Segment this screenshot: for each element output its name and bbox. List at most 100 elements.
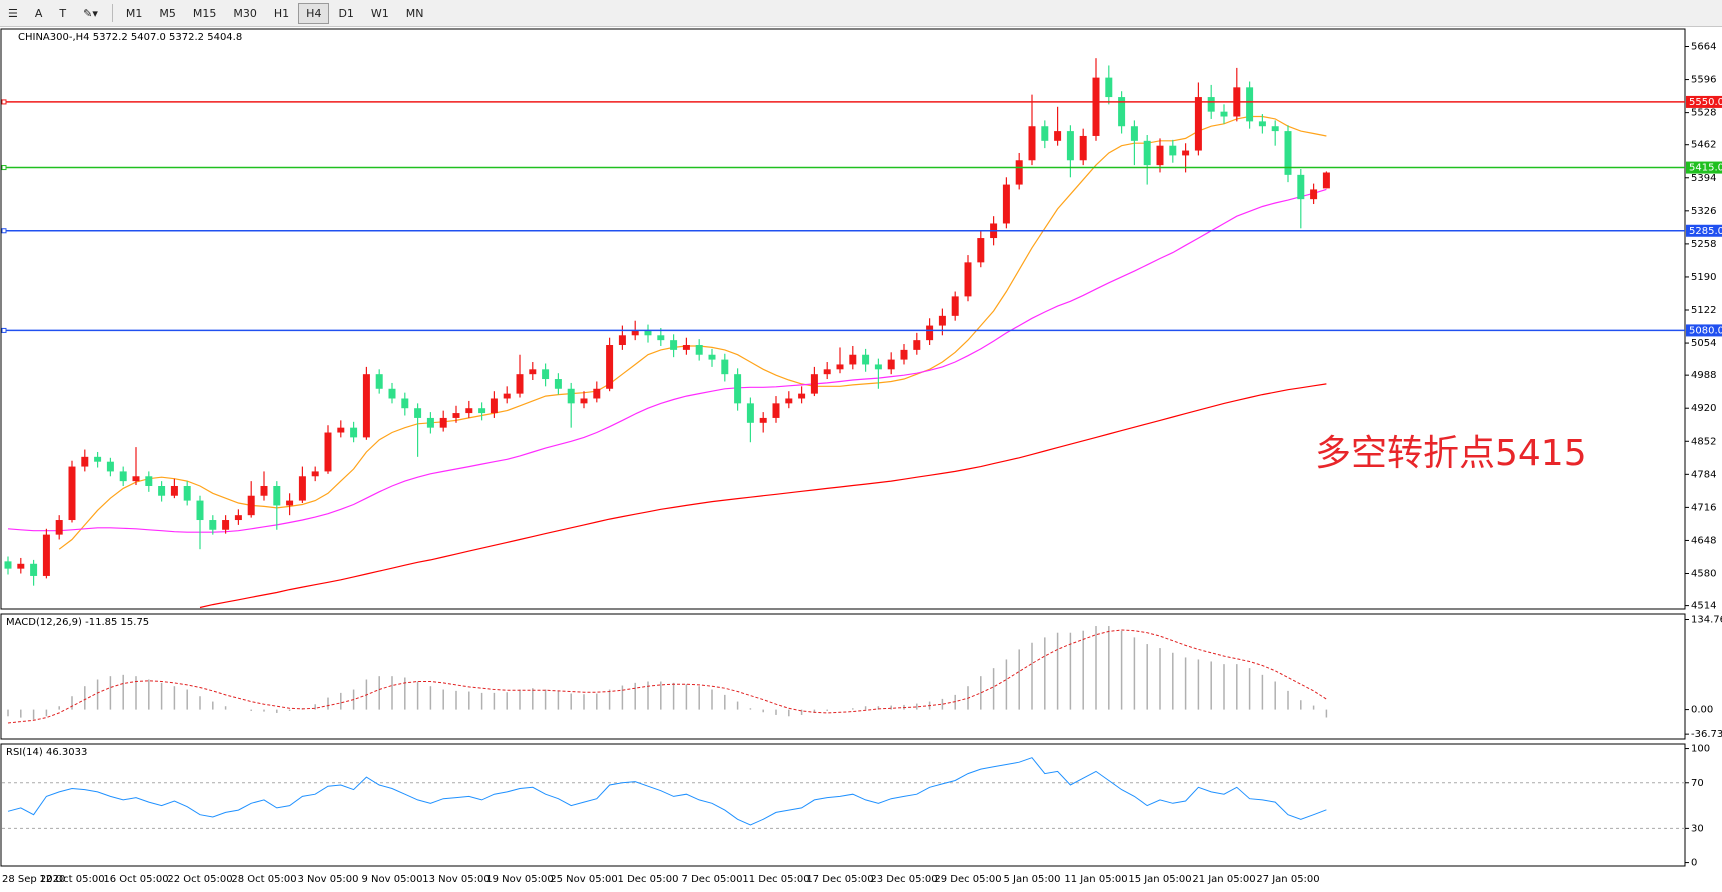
x-tick-label: 22 Oct 05:00 <box>167 874 232 885</box>
candle-body <box>1297 174 1305 200</box>
candle-body <box>1002 184 1010 224</box>
candle-body <box>580 398 588 404</box>
toolbar: ☰ A T ✎▾ M1 M5 M15 M30 H1 H4 D1 W1 MN <box>0 0 1722 27</box>
candle-body <box>1207 97 1215 112</box>
x-tick-label: 11 Jan 05:00 <box>1064 874 1127 885</box>
candle-body <box>503 393 511 399</box>
candle-body <box>55 520 63 535</box>
candle-body <box>324 432 332 472</box>
candle-body <box>644 330 652 336</box>
label-tool[interactable]: T <box>59 6 67 20</box>
y-tick-label: 5528 <box>1691 108 1716 119</box>
candle-body <box>1028 126 1036 161</box>
y-tick-label: 5664 <box>1691 42 1716 53</box>
candle-body <box>721 359 729 375</box>
candle-body <box>170 485 178 496</box>
candle-body <box>708 354 716 360</box>
candle-body <box>145 476 153 486</box>
x-tick-label: 11 Dec 05:00 <box>742 874 809 885</box>
candle-body <box>1182 150 1190 156</box>
candle-body <box>542 369 550 380</box>
candle-body <box>4 561 12 569</box>
candle-body <box>1130 126 1138 141</box>
macd-signal <box>7 629 1327 724</box>
candle-body <box>452 413 460 418</box>
level-label: 5285.0 <box>1689 226 1722 237</box>
rsi-line <box>7 757 1327 826</box>
candle-body <box>900 349 908 360</box>
candle-body <box>1194 97 1202 151</box>
candle-body <box>362 374 370 438</box>
timeframe-button[interactable]: H4 <box>298 2 330 24</box>
candle-body <box>119 471 127 482</box>
y-tick-label: 30 <box>1691 823 1704 834</box>
candle-body <box>426 417 434 428</box>
candle-body <box>606 345 614 389</box>
candle-body <box>414 408 422 418</box>
timeframe-button[interactable]: M30 <box>233 6 257 20</box>
chart: CHINA300-,H4 5372.2 5407.0 5372.2 5404.8… <box>0 28 1722 885</box>
candle-body <box>951 296 959 316</box>
y-tick-label: 4514 <box>1691 601 1716 612</box>
candle-body <box>30 563 38 576</box>
candle-body <box>554 379 562 389</box>
x-tick-label: 27 Jan 05:00 <box>1256 874 1319 885</box>
timeframe-button[interactable]: W1 <box>370 6 389 20</box>
candle-body <box>1118 97 1126 127</box>
candle-body <box>1156 145 1164 166</box>
arrow-tool[interactable]: ✎▾ <box>83 6 98 20</box>
candle-body <box>1322 172 1330 189</box>
x-tick-label: 29 Dec 05:00 <box>934 874 1001 885</box>
timeframe-button[interactable]: MN <box>405 6 424 20</box>
candle-body <box>1041 126 1049 141</box>
candle-body <box>1271 126 1279 132</box>
candle-body <box>1015 160 1023 185</box>
x-tick-label: 25 Nov 05:00 <box>550 874 617 885</box>
timeframe-button[interactable]: M5 <box>159 6 176 20</box>
level-label: 5550.0 <box>1689 97 1722 108</box>
candle-body <box>657 335 665 341</box>
x-tick-label: 28 Oct 05:00 <box>231 874 296 885</box>
candle-body <box>273 485 281 506</box>
timeframe-button[interactable]: M15 <box>192 6 217 20</box>
level-badge <box>1686 95 1722 108</box>
candle-body <box>938 315 946 326</box>
candle-body <box>823 369 831 375</box>
rsi-pane <box>0 743 1686 867</box>
timeframe-button[interactable]: H1 <box>273 6 290 20</box>
y-tick-label: -36.73 <box>1691 729 1722 740</box>
annotation: 多空转折点5415 <box>1315 433 1587 474</box>
level-badge <box>1686 161 1722 174</box>
moving-average <box>199 383 1327 609</box>
candle-body <box>1143 140 1151 166</box>
candle-body <box>1220 111 1228 117</box>
level-handle <box>1 228 7 234</box>
moving-average <box>7 188 1327 533</box>
y-tick-label: 0.00 <box>1691 705 1713 716</box>
candle-body <box>350 427 358 438</box>
tool-icon[interactable]: ☰ <box>8 6 18 20</box>
candle-body <box>913 340 921 350</box>
candle-body <box>196 500 204 521</box>
candle-body <box>286 500 294 506</box>
candle-body <box>836 364 844 370</box>
x-tick-label: 23 Dec 05:00 <box>870 874 937 885</box>
candle-body <box>1284 131 1292 175</box>
text-tool[interactable]: A <box>34 6 43 20</box>
y-tick-label: 4988 <box>1691 370 1716 381</box>
y-tick-label: 4784 <box>1691 469 1716 480</box>
candle-body <box>247 495 255 516</box>
macd-pane <box>0 613 1686 740</box>
candle-body <box>1079 135 1087 161</box>
candle-body <box>209 520 217 530</box>
candle-body <box>887 359 895 370</box>
macd-title: MACD(12,26,9) -11.85 15.75 <box>6 617 149 628</box>
y-tick-label: 4716 <box>1691 502 1716 513</box>
y-tick-label: 134.76 <box>1691 615 1722 626</box>
candle-body <box>1092 77 1100 136</box>
candle-body <box>593 388 601 399</box>
timeframe-button[interactable]: M1 <box>125 6 143 20</box>
candle-body <box>567 388 575 404</box>
timeframe-button[interactable]: D1 <box>338 6 354 20</box>
